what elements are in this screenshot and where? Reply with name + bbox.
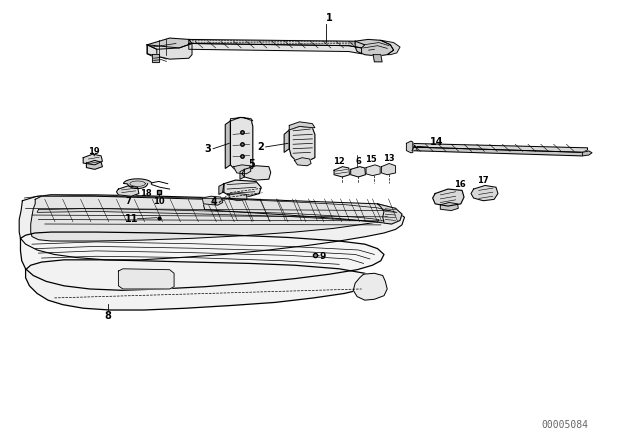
Polygon shape — [152, 54, 159, 62]
Polygon shape — [116, 186, 139, 196]
Polygon shape — [202, 196, 223, 205]
Polygon shape — [355, 39, 394, 56]
Text: 17: 17 — [477, 176, 488, 185]
Polygon shape — [373, 55, 382, 62]
Text: 10: 10 — [153, 197, 164, 206]
Polygon shape — [440, 202, 458, 211]
Polygon shape — [223, 180, 261, 196]
Text: 13: 13 — [383, 154, 394, 163]
Polygon shape — [219, 184, 224, 194]
Text: 3: 3 — [204, 144, 211, 154]
Polygon shape — [289, 126, 315, 161]
Polygon shape — [366, 165, 380, 176]
Polygon shape — [381, 40, 400, 55]
Text: 8: 8 — [104, 311, 111, 321]
Text: 00005084: 00005084 — [542, 420, 589, 430]
Polygon shape — [189, 39, 365, 48]
Polygon shape — [124, 179, 152, 189]
Polygon shape — [229, 194, 247, 201]
Polygon shape — [225, 121, 230, 168]
Polygon shape — [242, 166, 271, 180]
Polygon shape — [289, 122, 315, 130]
Text: 11: 11 — [125, 214, 138, 224]
Polygon shape — [86, 160, 102, 169]
Polygon shape — [230, 117, 253, 171]
Polygon shape — [147, 43, 192, 59]
Polygon shape — [230, 117, 253, 121]
Polygon shape — [147, 38, 192, 49]
Text: 18: 18 — [140, 189, 152, 198]
Text: 7: 7 — [125, 197, 131, 206]
Polygon shape — [147, 45, 157, 58]
Polygon shape — [234, 165, 251, 174]
Polygon shape — [378, 204, 402, 224]
Text: 15: 15 — [365, 155, 377, 164]
Polygon shape — [19, 195, 404, 260]
Polygon shape — [37, 208, 379, 222]
Text: 12: 12 — [333, 157, 345, 166]
Polygon shape — [582, 151, 592, 156]
Polygon shape — [381, 164, 396, 175]
Text: 5: 5 — [248, 159, 255, 169]
Polygon shape — [408, 147, 582, 156]
Text: 4: 4 — [211, 198, 218, 207]
Polygon shape — [83, 154, 102, 165]
Polygon shape — [471, 185, 498, 201]
Polygon shape — [334, 167, 349, 177]
Polygon shape — [20, 232, 384, 290]
Polygon shape — [189, 43, 362, 54]
Text: 14: 14 — [430, 137, 444, 147]
Text: 6: 6 — [355, 157, 362, 166]
Polygon shape — [284, 130, 289, 152]
Text: 2: 2 — [257, 142, 264, 152]
Polygon shape — [118, 269, 174, 289]
Polygon shape — [26, 260, 374, 310]
Polygon shape — [433, 189, 464, 206]
Text: 16: 16 — [454, 180, 466, 189]
Polygon shape — [240, 169, 244, 179]
Polygon shape — [294, 158, 311, 166]
Polygon shape — [353, 273, 387, 300]
Text: 19: 19 — [88, 147, 99, 156]
Polygon shape — [204, 198, 402, 224]
Polygon shape — [408, 143, 588, 152]
Text: 1: 1 — [326, 13, 333, 23]
Polygon shape — [31, 196, 387, 241]
Polygon shape — [351, 167, 365, 177]
Text: 9: 9 — [320, 252, 326, 261]
Polygon shape — [406, 141, 413, 153]
